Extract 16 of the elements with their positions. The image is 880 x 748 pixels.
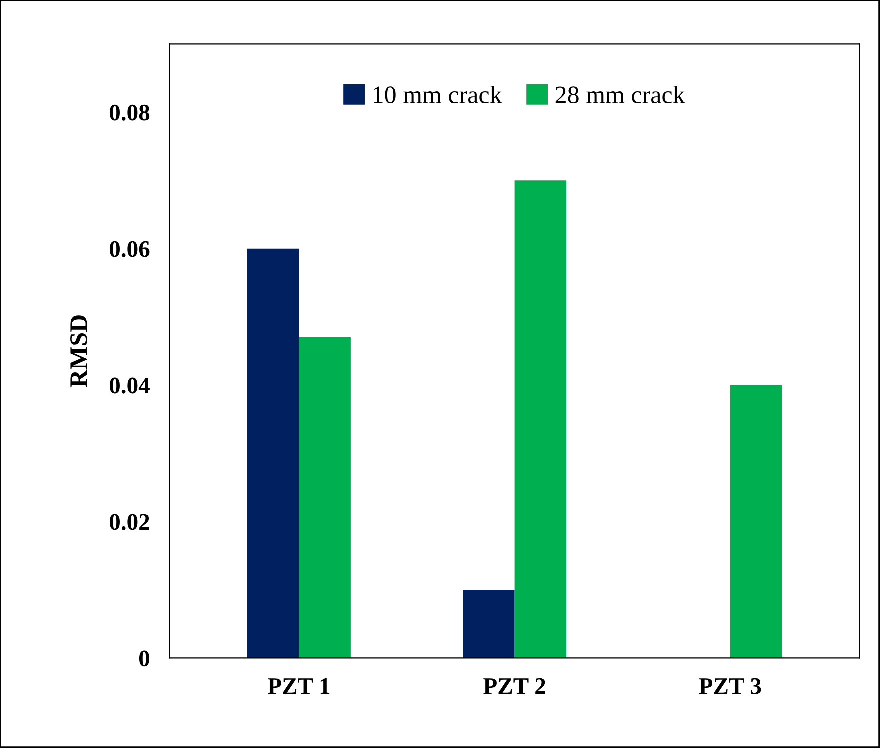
x-tick-label: PZT 1 [268, 678, 330, 694]
y-tick-label: 0.04 [110, 378, 150, 394]
y-axis-title: RMSD [70, 316, 88, 388]
x-tick-label: PZT 2 [484, 678, 546, 694]
x-tick-label: PZT 3 [699, 678, 762, 694]
bar [730, 385, 782, 658]
legend-label: 10 mm crack [374, 86, 502, 104]
y-tick-label: 0.02 [110, 514, 150, 530]
bar [299, 338, 351, 658]
bar [463, 590, 515, 658]
bar [247, 248, 300, 658]
bar [514, 180, 567, 658]
y-tick-label: 0 [139, 650, 150, 667]
y-tick-label: 0.06 [110, 241, 150, 258]
legend-label: 28 mm crack [556, 86, 686, 104]
y-tick-label: 0.08 [110, 104, 150, 121]
